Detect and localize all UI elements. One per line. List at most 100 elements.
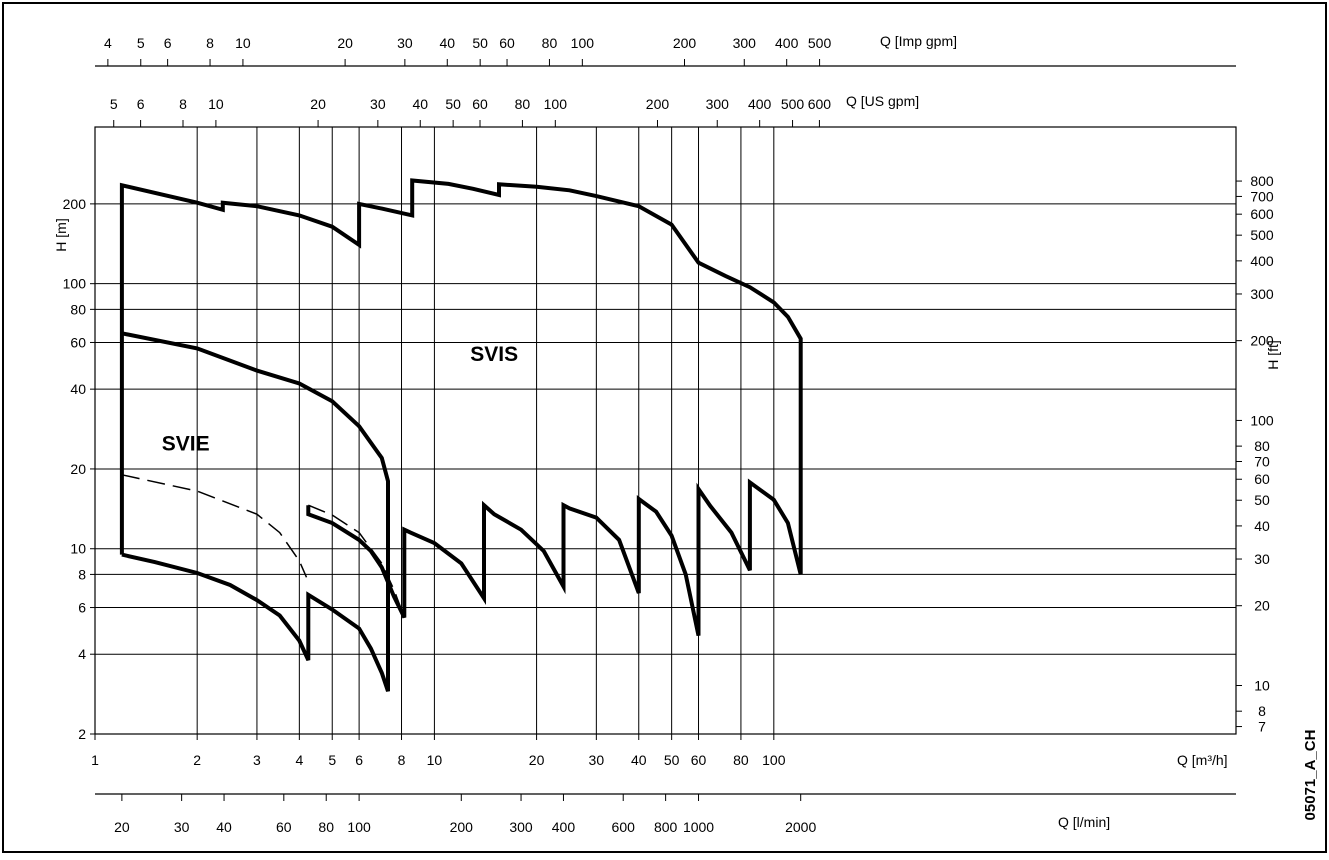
impgpm-tick-label: 10 xyxy=(235,35,251,51)
x-tick-label: 3 xyxy=(253,752,261,768)
x-tick-label: 40 xyxy=(631,752,647,768)
usgpm-tick-label: 5 xyxy=(110,96,118,112)
y-axis-right-label: H [ft] xyxy=(1265,340,1281,370)
ft-tick-label: 8 xyxy=(1258,703,1266,719)
lmin-tick-label: 100 xyxy=(347,819,371,835)
x-tick-label: 60 xyxy=(691,752,707,768)
impgpm-tick-label: 200 xyxy=(673,35,697,51)
impgpm-tick-label: 400 xyxy=(775,35,799,51)
usgpm-tick-label: 50 xyxy=(445,96,461,112)
ft-tick-label: 700 xyxy=(1250,188,1274,204)
x-tick-label: 1 xyxy=(91,752,99,768)
ft-tick-label: 50 xyxy=(1254,492,1270,508)
impgpm-tick-label: 4 xyxy=(104,35,112,51)
impgpm-tick-label: 100 xyxy=(571,35,595,51)
usgpm-tick-label: 500 xyxy=(781,96,805,112)
series-curve-3 xyxy=(121,474,308,578)
x-tick-label: 10 xyxy=(427,752,443,768)
x-tick-label: 80 xyxy=(733,752,749,768)
x-tick-label: 50 xyxy=(664,752,680,768)
impgpm-tick-label: 20 xyxy=(337,35,353,51)
y-tick-label: 200 xyxy=(63,196,87,212)
lmin-tick-label: 1000 xyxy=(683,819,714,835)
usgpm-tick-label: 10 xyxy=(208,96,224,112)
x-tick-label: 30 xyxy=(589,752,605,768)
usgpm-tick-label: 20 xyxy=(310,96,326,112)
lmin-axis-label: Q [l/min] xyxy=(1058,814,1110,830)
impgpm-tick-label: 5 xyxy=(137,35,145,51)
x-tick-label: 100 xyxy=(762,752,786,768)
lmin-tick-label: 40 xyxy=(216,819,232,835)
ft-tick-label: 70 xyxy=(1254,453,1270,469)
impgpm-tick-label: 8 xyxy=(206,35,214,51)
impgpm-tick-label: 300 xyxy=(733,35,757,51)
y-tick-label: 10 xyxy=(70,541,86,557)
labels: Q [m³/h] Q [l/min] Q [US gpm] Q [Imp gpm… xyxy=(53,33,1319,835)
y-tick-label: 20 xyxy=(70,461,86,477)
x-axis-label: Q [m³/h] xyxy=(1177,752,1228,768)
y-tick-label: 40 xyxy=(70,381,86,397)
usgpm-tick-label: 80 xyxy=(515,96,531,112)
impgpm-axis-label: Q [Imp gpm] xyxy=(880,33,957,49)
ft-tick-label: 100 xyxy=(1250,412,1274,428)
impgpm-tick-label: 40 xyxy=(439,35,455,51)
ft-tick-label: 60 xyxy=(1254,471,1270,487)
ft-tick-label: 30 xyxy=(1254,551,1270,567)
x-tick-label: 8 xyxy=(398,752,406,768)
usgpm-tick-label: 6 xyxy=(137,96,145,112)
series-curve-4 xyxy=(308,504,406,618)
y-tick-label: 2 xyxy=(78,726,86,742)
usgpm-tick-label: 200 xyxy=(646,96,670,112)
lmin-tick-label: 2000 xyxy=(785,819,816,835)
x-tick-label: 5 xyxy=(328,752,336,768)
lmin-tick-label: 30 xyxy=(174,819,190,835)
ft-tick-label: 600 xyxy=(1250,206,1274,222)
ft-tick-label: 500 xyxy=(1250,227,1274,243)
x-tick-label: 4 xyxy=(295,752,303,768)
x-tick-label: 20 xyxy=(529,752,545,768)
y-tick-label: 80 xyxy=(70,301,86,317)
ft-tick-label: 400 xyxy=(1250,253,1274,269)
series-curve-1 xyxy=(119,178,803,637)
lmin-tick-label: 20 xyxy=(114,819,130,835)
lmin-tick-label: 800 xyxy=(654,819,678,835)
series-curve-2 xyxy=(121,331,390,692)
usgpm-tick-label: 8 xyxy=(179,96,187,112)
chart-code: 05071_A_CH xyxy=(1302,730,1319,821)
usgpm-tick-label: 30 xyxy=(370,96,386,112)
lmin-tick-label: 300 xyxy=(509,819,533,835)
y-tick-label: 100 xyxy=(63,276,87,292)
region-label-svis: SVIS xyxy=(470,343,518,366)
usgpm-tick-label: 600 xyxy=(808,96,832,112)
impgpm-tick-label: 60 xyxy=(499,35,515,51)
series-layer xyxy=(119,178,803,692)
ft-tick-label: 10 xyxy=(1254,677,1270,693)
impgpm-tick-label: 80 xyxy=(542,35,558,51)
lmin-tick-label: 600 xyxy=(612,819,636,835)
ft-tick-label: 300 xyxy=(1250,286,1274,302)
ft-tick-label: 200 xyxy=(1250,333,1274,349)
ft-tick-label: 20 xyxy=(1254,598,1270,614)
lmin-tick-label: 200 xyxy=(450,819,474,835)
y-tick-label: 6 xyxy=(78,600,86,616)
ft-tick-label: 800 xyxy=(1250,173,1274,189)
lmin-tick-label: 400 xyxy=(552,819,576,835)
lmin-tick-label: 60 xyxy=(276,819,292,835)
lmin-tick-label: 80 xyxy=(318,819,334,835)
usgpm-tick-label: 60 xyxy=(472,96,488,112)
axes xyxy=(90,59,1242,801)
usgpm-axis-label: Q [US gpm] xyxy=(846,93,919,109)
ft-tick-label: 40 xyxy=(1254,518,1270,534)
y-axis-label: H [m] xyxy=(53,218,69,251)
y-tick-label: 4 xyxy=(78,646,86,662)
impgpm-tick-label: 30 xyxy=(397,35,413,51)
ft-tick-label: 80 xyxy=(1254,438,1270,454)
impgpm-tick-label: 6 xyxy=(164,35,172,51)
grid xyxy=(95,127,1236,734)
x-tick-label: 6 xyxy=(355,752,363,768)
usgpm-tick-label: 300 xyxy=(706,96,730,112)
ft-tick-label: 7 xyxy=(1258,719,1266,735)
y-tick-label: 8 xyxy=(78,566,86,582)
